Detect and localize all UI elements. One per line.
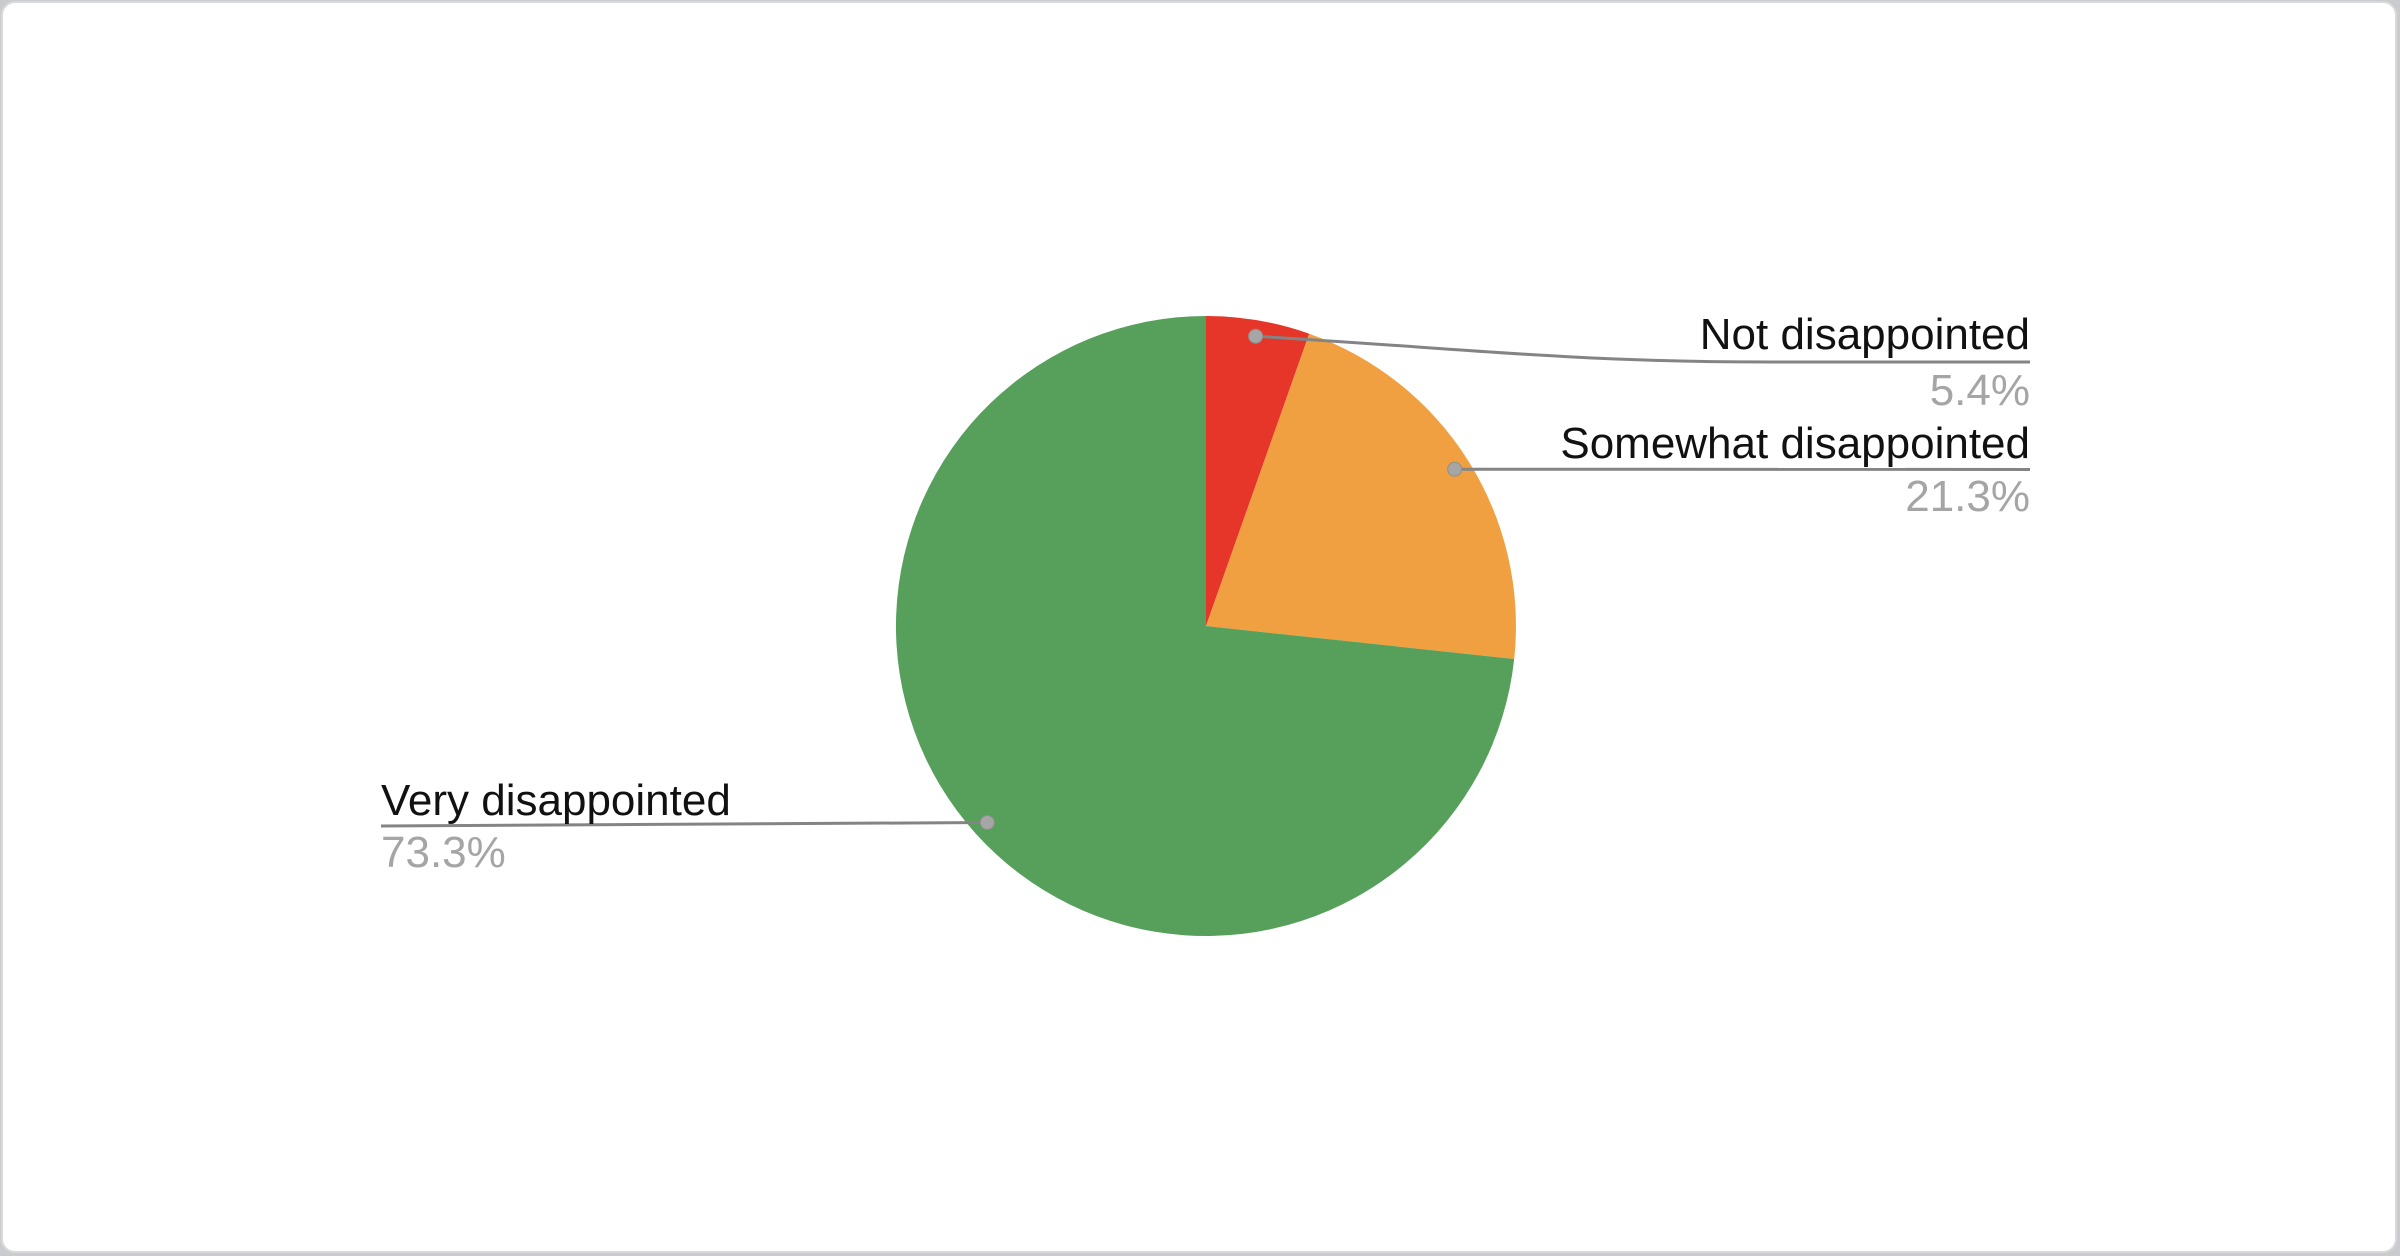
leader-line-not-disappointed: [1255, 334, 2030, 364]
leader-line-very-disappointed: [380, 821, 988, 828]
slice-label-very-disappointed: Very disappointed: [381, 776, 731, 825]
slice-pct-somewhat-disappointed: 21.3%: [1905, 472, 2030, 521]
leader-dot-somewhat-disappointed: [1447, 461, 1463, 477]
pie-chart: Not disappointed 5.4% Somewhat disappoin…: [380, 310, 2031, 936]
slice-label-somewhat-disappointed: Somewhat disappointed: [1560, 419, 2030, 468]
slice-label-not-disappointed: Not disappointed: [1700, 310, 2030, 359]
leader-dot-very-disappointed: [979, 815, 995, 830]
pie-slice-not-disappointed[interactable]: [1206, 316, 1310, 626]
slice-pct-not-disappointed: 5.4%: [1930, 366, 2030, 415]
pie-slice-somewhat-disappointed[interactable]: [1206, 333, 1516, 659]
slice-pct-very-disappointed: 73.3%: [381, 828, 506, 877]
pie-slice-very-disappointed[interactable]: [895, 316, 1515, 936]
leader-dot-not-disappointed: [1248, 328, 1264, 344]
